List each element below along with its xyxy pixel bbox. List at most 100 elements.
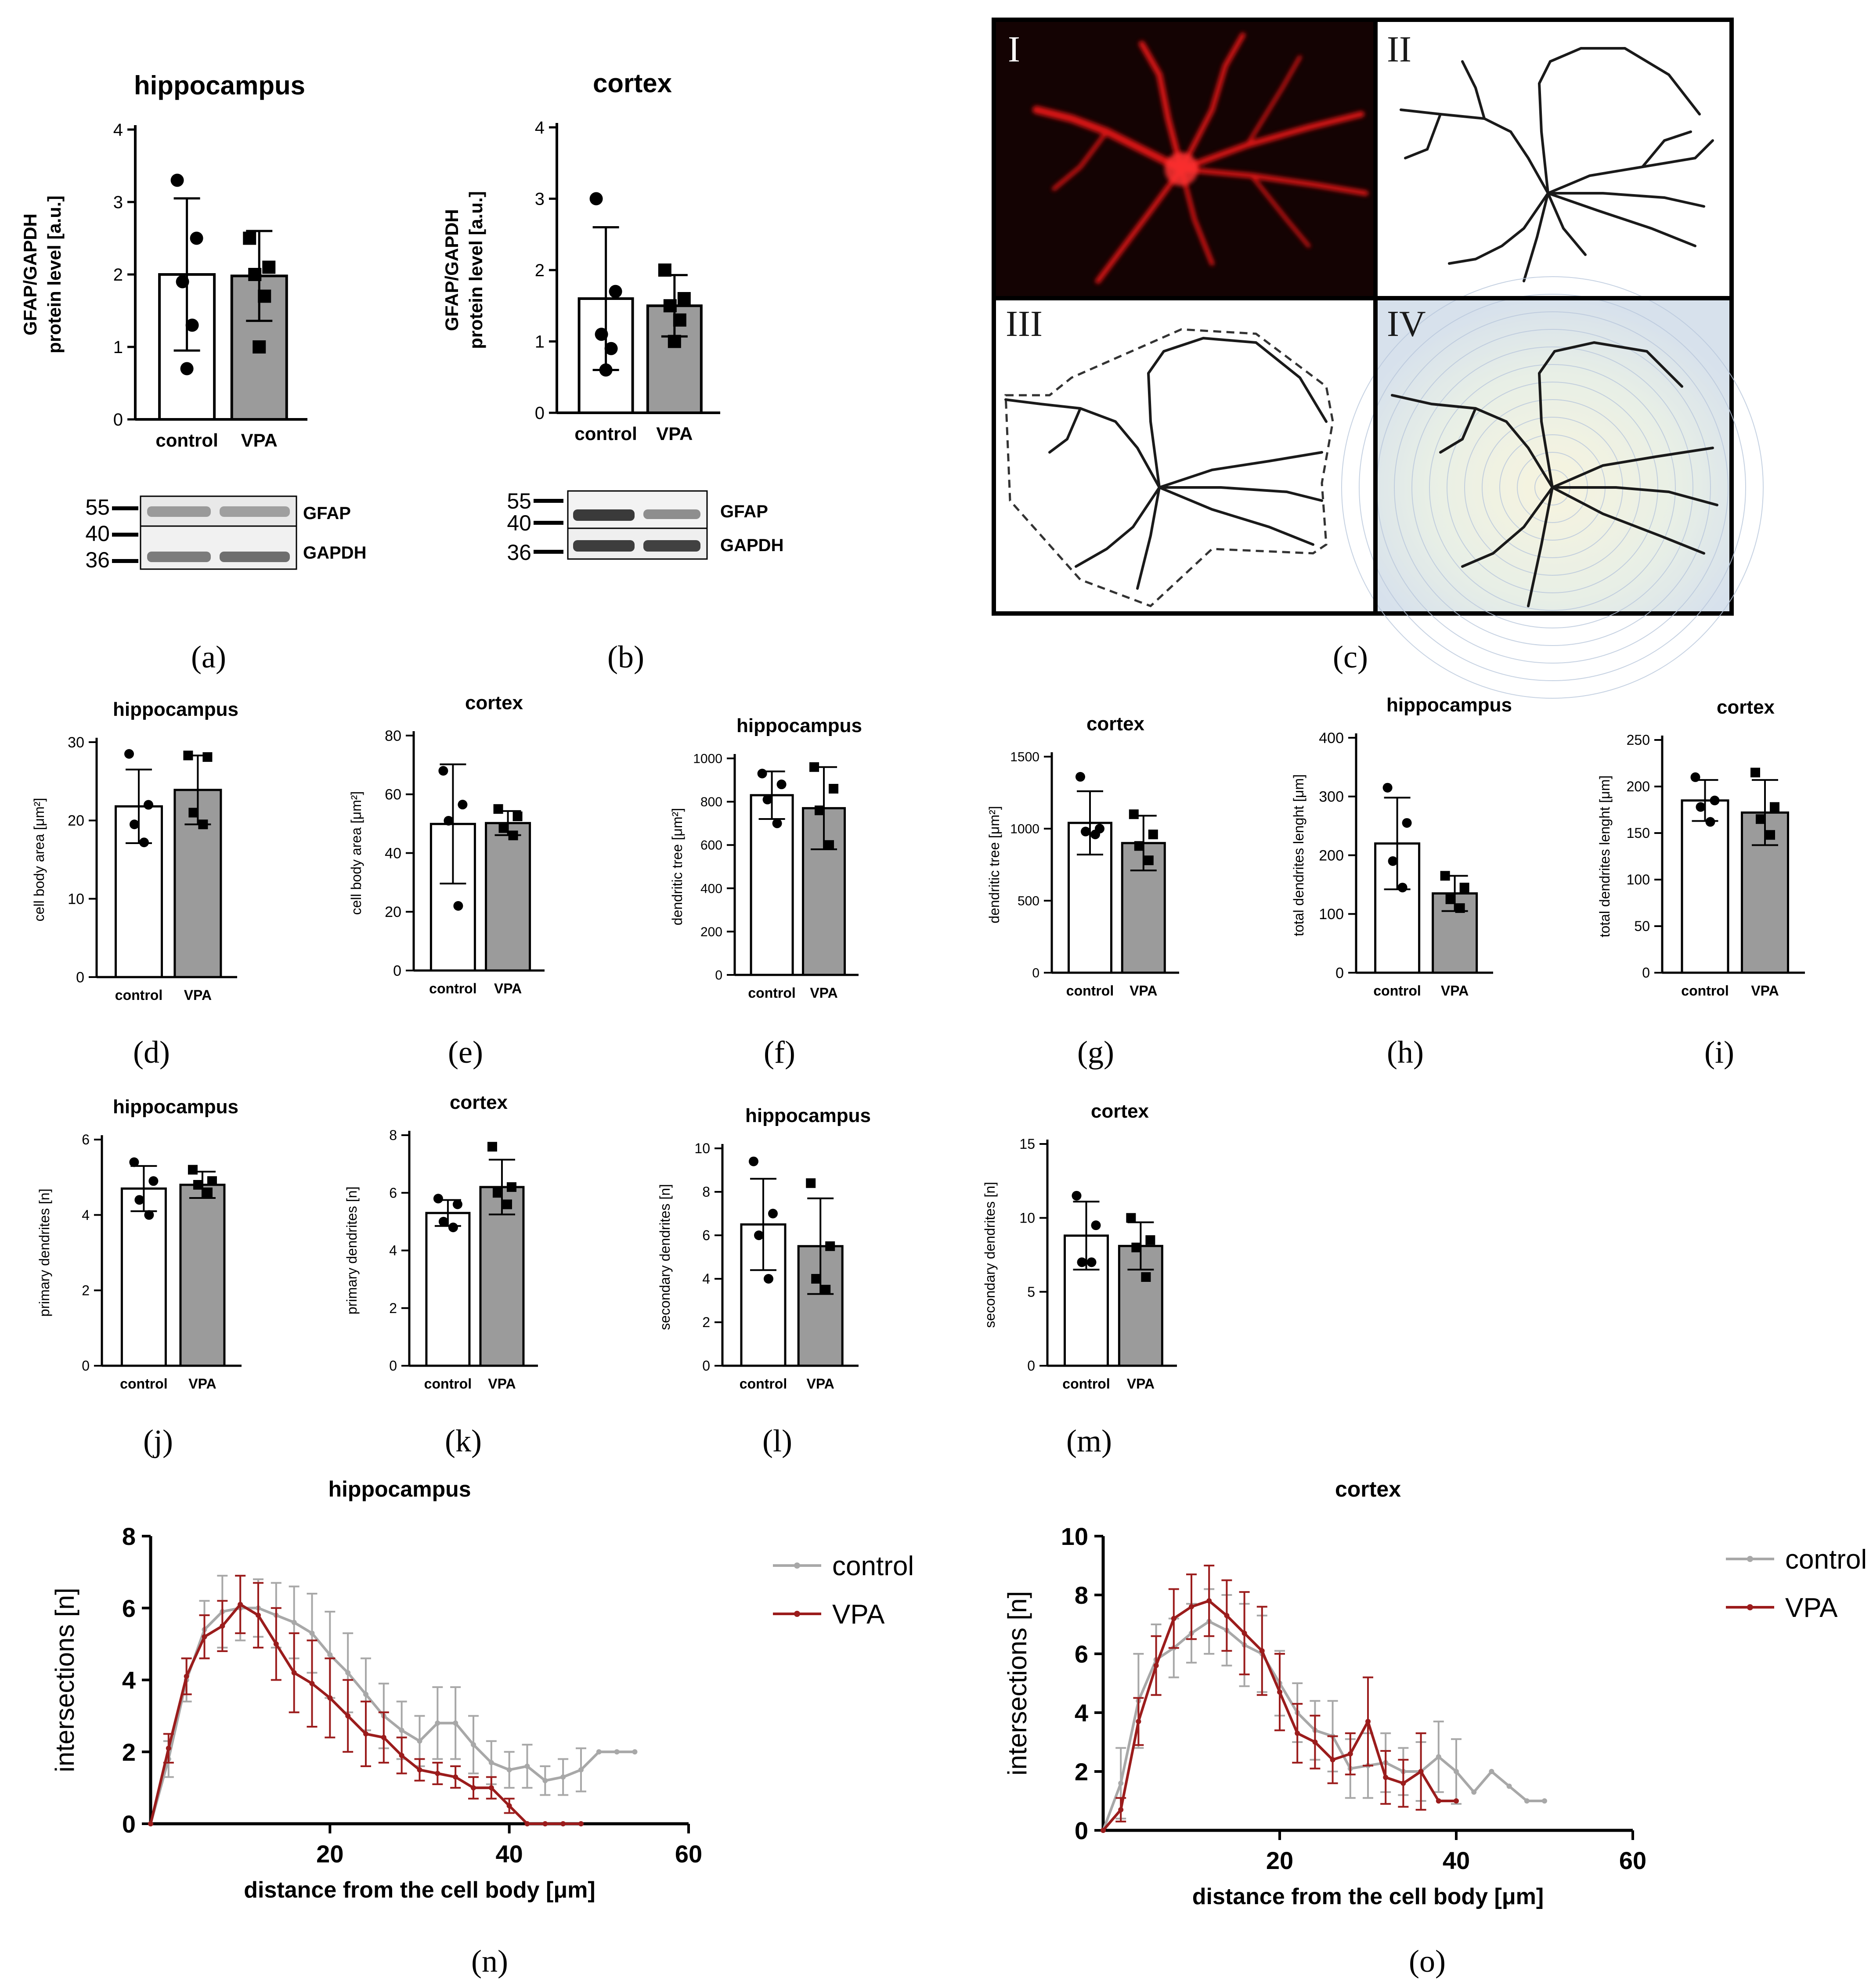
chart-b-point-vpa-2 (663, 299, 677, 313)
chart-a-gfap-hippocampus: hippocampus 0 1 2 3 4 GFAP/GAPDH protein level … (20, 71, 307, 451)
chart-a-point-vpa-0 (243, 231, 256, 245)
chart-n-point-control-17 (453, 1720, 458, 1726)
chart-n-point-control-25 (596, 1749, 602, 1755)
chart-i-title: cortex (1717, 696, 1775, 718)
chart-h-ytick-label-4: 400 (1319, 730, 1344, 747)
chart-n-point-vpa-0 (148, 1821, 153, 1826)
chart-j-point-control-1 (148, 1176, 159, 1186)
chart-l-point-vpa-2 (811, 1274, 821, 1284)
chart-l-title: hippocampus (745, 1105, 871, 1126)
chart-f-point-vpa-1 (829, 784, 839, 794)
blot-b-gfap-band-control (573, 509, 635, 521)
chart-n-ytick-label-1: 2 (122, 1738, 136, 1766)
chart-f-dendritic-tree-hippocampus: hippocampus 0 200 400 600 800 1000 dendritic tr… (669, 715, 862, 1001)
chart-g-ytick-label-2: 1000 (1010, 822, 1039, 837)
chart-g-ytick-label-0: 0 (1032, 966, 1039, 981)
chart-h-ytick-label-3: 300 (1319, 789, 1344, 805)
chart-m-point-vpa-0 (1126, 1213, 1136, 1223)
blot-b-gfap-band-vpa (643, 509, 700, 519)
chart-b-point-vpa-3 (673, 313, 686, 327)
panel-label-l: (l) (762, 1423, 792, 1458)
blot-b-label-gapdh: GAPDH (720, 536, 783, 555)
chart-e-point-control-3 (453, 901, 463, 911)
chart-f-bar-control (750, 794, 794, 976)
chart-o-point-vpa-13 (1330, 1757, 1335, 1763)
chart-k-point-vpa-0 (487, 1142, 497, 1152)
chart-d-ytick-label-0: 0 (76, 969, 84, 986)
chart-d-point-control-0 (124, 749, 134, 759)
chart-e-ytick-label-4: 80 (385, 728, 401, 744)
chart-h-title: hippocampus (1386, 694, 1512, 716)
chart-i-ylabel: total dendrites lenght [μm] (1597, 776, 1613, 938)
chart-l-xtick-label-vpa: VPA (806, 1376, 834, 1392)
chart-o-ytick-label-1: 2 (1075, 1758, 1088, 1786)
chart-d-ylabel: cell body area [μm²] (31, 798, 47, 922)
chart-n-point-vpa-7 (273, 1641, 279, 1647)
blot-a-marker-55: 55 (85, 495, 110, 520)
chart-o-line-control (1102, 1620, 1545, 1831)
chart-o-xlabel: distance from the cell body [μm] (1192, 1884, 1544, 1909)
chart-d-ytick-label-2: 20 (68, 812, 84, 829)
chart-d-point-vpa-0 (183, 750, 193, 761)
chart-l-xtick-label-control: control (740, 1376, 787, 1392)
chart-b-ylabel-0: GFAP/GAPDH (441, 209, 462, 331)
chart-g-point-control-2 (1081, 826, 1090, 837)
chart-j-primary-hippocampus: hippocampus 0 2 4 6 primary dendrites [n] cont… (36, 1096, 242, 1392)
blot-a-label-gfap: GFAP (303, 504, 351, 523)
chart-n-point-control-14 (399, 1728, 404, 1733)
chart-n-point-vpa-1 (166, 1746, 171, 1751)
chart-b-bar-vpa (646, 304, 703, 414)
chart-n-point-vpa-9 (309, 1681, 315, 1686)
chart-i-point-control-1 (1710, 795, 1720, 805)
chart-l-ytick-label-2: 4 (702, 1271, 710, 1287)
chart-o-point-control-22 (1489, 1769, 1494, 1774)
blot-a-marker-36: 36 (85, 548, 110, 572)
chart-g-point-vpa-1 (1148, 830, 1158, 840)
panel-label-d: (d) (133, 1035, 170, 1070)
chart-o-point-control-25 (1542, 1798, 1547, 1804)
chart-g-xtick-label-control: control (1066, 983, 1114, 999)
chart-f-title: hippocampus (736, 715, 862, 736)
chart-i-point-control-2 (1696, 802, 1706, 812)
chart-m-point-vpa-1 (1145, 1235, 1155, 1245)
chart-o-point-vpa-6 (1206, 1598, 1212, 1604)
chart-i-ytick-label-2: 100 (1627, 872, 1650, 888)
chart-n-point-control-18 (471, 1742, 476, 1747)
chart-j-xtick-label-vpa: VPA (188, 1376, 216, 1392)
chart-i-point-vpa-1 (1770, 802, 1779, 812)
chart-n-point-control-11 (345, 1670, 351, 1676)
chart-f-ytick-label-1: 200 (700, 925, 722, 939)
chart-l-ytick-label-1: 2 (702, 1314, 710, 1330)
chart-o-legend-marker-vpa (1747, 1604, 1753, 1610)
chart-n-ylabel: intersections [n] (50, 1588, 79, 1772)
chart-b-ylabel-1: protein level [a.u.] (466, 191, 486, 349)
chart-j-point-vpa-3 (202, 1187, 213, 1198)
blot-b-gapdh-band-vpa (643, 540, 700, 552)
chart-n-point-vpa-13 (381, 1735, 386, 1740)
chart-i-point-vpa-0 (1750, 768, 1760, 778)
chart-f-ytick-label-2: 400 (700, 881, 722, 896)
chart-n-point-vpa-20 (506, 1803, 512, 1809)
chart-b-point-control-2 (595, 328, 608, 341)
chart-j-ytick-label-2: 4 (82, 1207, 90, 1223)
chart-l-point-control-2 (754, 1230, 764, 1240)
chart-h-ytick-label-2: 200 (1319, 847, 1344, 864)
chart-o-xtick-label-0: 20 (1266, 1847, 1293, 1874)
blot-a-label-gapdh: GAPDH (303, 543, 366, 563)
confocal-neuron-signal (1032, 32, 1368, 284)
chart-a-ytick-label-4: 4 (113, 120, 123, 140)
chart-n-point-control-12 (363, 1692, 368, 1697)
chart-m-ytick-label-1: 5 (1027, 1284, 1035, 1300)
blot-a-gapdh-band-control (147, 552, 211, 562)
chart-o-point-vpa-1 (1118, 1807, 1124, 1813)
chart-a-ytick-label-0: 0 (113, 410, 123, 429)
chart-b-point-control-3 (604, 342, 618, 355)
chart-n-point-vpa-22 (542, 1821, 548, 1826)
chart-o-point-control-19 (1436, 1754, 1441, 1760)
chart-b-point-control-1 (609, 285, 622, 298)
chart-n-point-control-21 (524, 1764, 530, 1769)
chart-n-legend-label-control: control (832, 1551, 914, 1581)
blot-b-marker-36: 36 (507, 540, 531, 565)
chart-l-point-control-0 (749, 1156, 758, 1166)
chart-b-ytick-label-4: 4 (535, 118, 545, 137)
